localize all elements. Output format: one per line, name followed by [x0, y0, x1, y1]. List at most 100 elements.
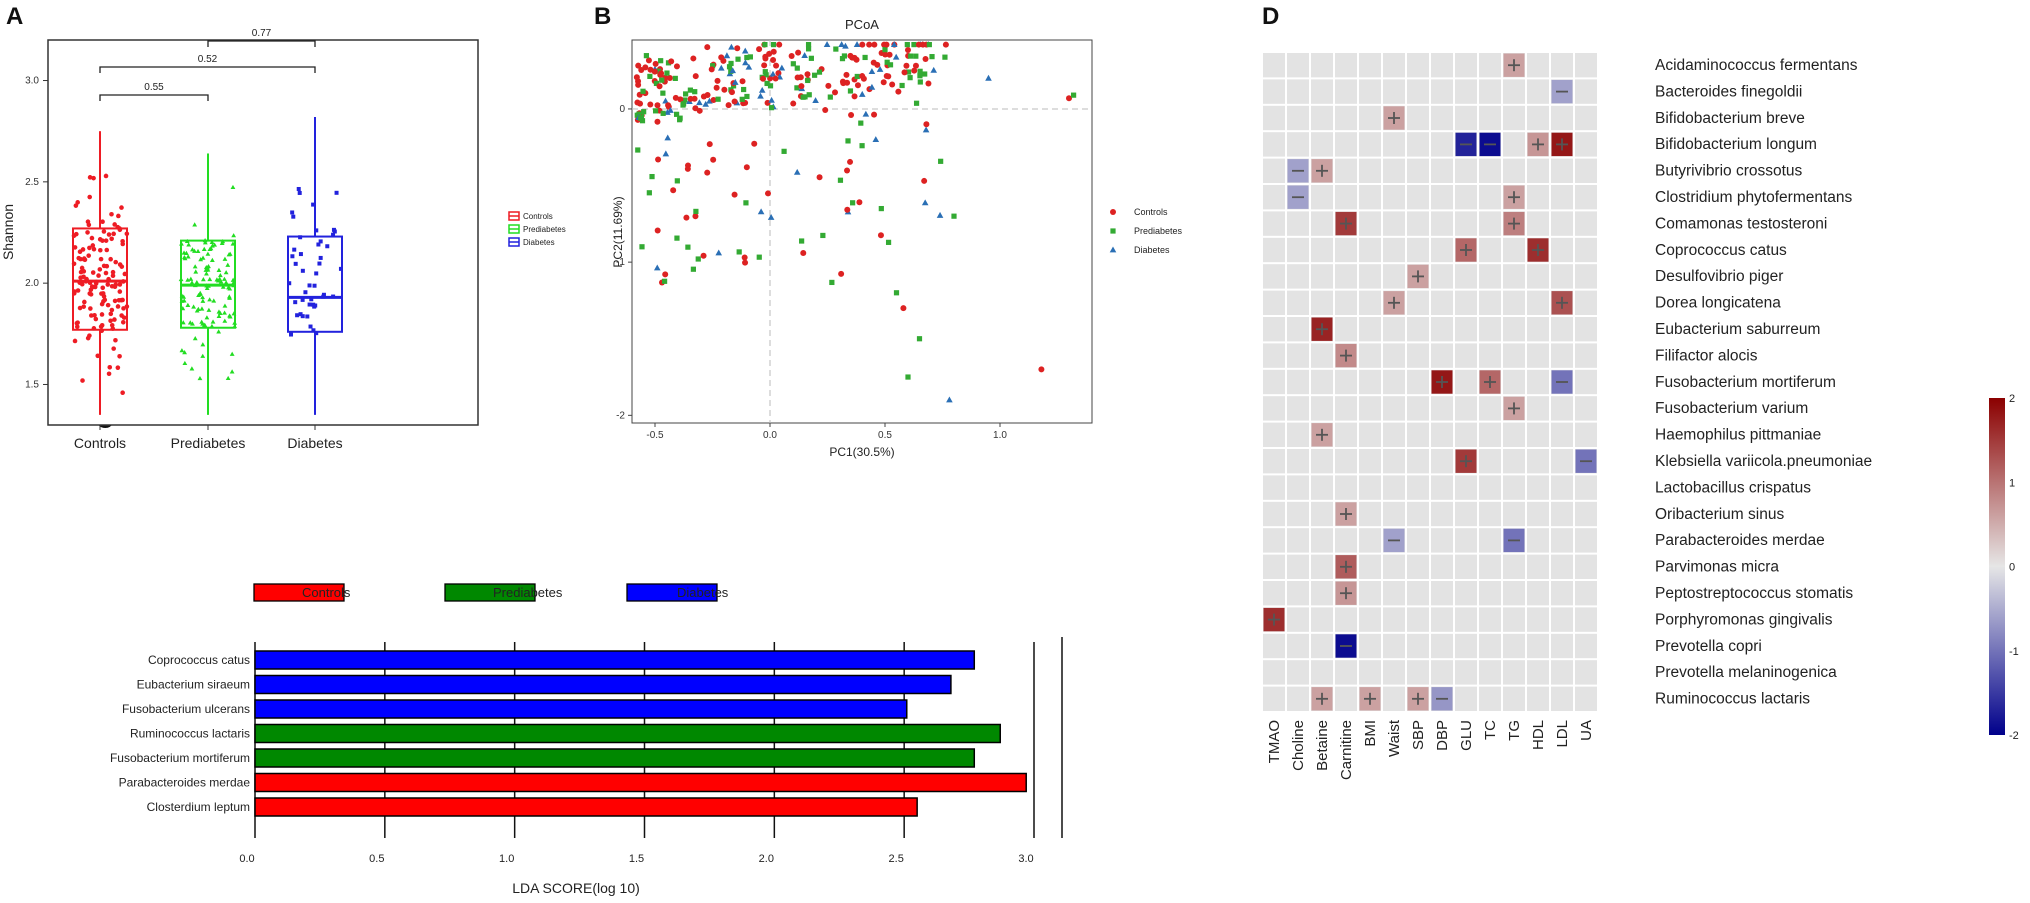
- panel-a-point: [115, 365, 121, 370]
- panel-d-cell: [1527, 317, 1549, 342]
- panel-b-x-tick-label: -0.5: [646, 430, 664, 441]
- panel-b-point-controls: [885, 73, 892, 80]
- panel-a-point: [103, 238, 109, 243]
- panel-d-cell: [1455, 211, 1477, 236]
- panel-d-cell: [1335, 185, 1357, 210]
- panel-b-point-prediabetes: [643, 53, 650, 59]
- panel-a-point: [298, 252, 303, 257]
- panel-d-cell: [1479, 607, 1501, 632]
- panel-b-point-diabetes: [769, 70, 777, 77]
- panel-d-cell: [1263, 475, 1285, 500]
- panel-d-cell: [1287, 607, 1309, 632]
- panel-d-cell: [1551, 343, 1573, 368]
- panel-b-point-prediabetes: [847, 88, 854, 94]
- panel-a-point: [216, 267, 222, 272]
- panel-a-point: [81, 256, 87, 261]
- panel-c-bar-label: Coprococcus catus: [148, 653, 250, 667]
- panel-c-x-tick-label: 2.5: [889, 853, 904, 865]
- panel-a-point: [186, 242, 192, 247]
- panel-d-cell: [1455, 53, 1477, 78]
- panel-b-point-diabetes: [872, 136, 880, 142]
- panel-b-point-controls: [635, 78, 642, 85]
- panel-c-bar-label: Fusobacterium ulcerans: [122, 702, 250, 716]
- panel-a-point: [76, 255, 82, 261]
- panel-b-point-prediabetes: [802, 94, 808, 100]
- panel-a-point: [290, 210, 295, 215]
- panel-a-point: [88, 292, 94, 297]
- panel-b-point-prediabetes: [805, 46, 812, 52]
- panel-b-point-controls: [1066, 95, 1072, 102]
- panel-a-boxplot: Shannon Controls Prediabetes Diabetes 1.5 2…: [0, 28, 566, 451]
- panel-d-cell: [1527, 79, 1549, 104]
- panel-c-legend-label: Controls: [302, 585, 351, 600]
- panel-b-point-prediabetes: [641, 109, 647, 115]
- panel-d-cell: [1527, 686, 1549, 711]
- panel-a-legend-label: Prediabetes: [523, 225, 566, 234]
- panel-d-cell: [1311, 633, 1333, 659]
- panel-b-point-controls: [734, 45, 741, 52]
- panel-b-point-controls: [915, 41, 922, 48]
- panel-d-cell: [1335, 158, 1357, 183]
- panel-b-point-prediabetes: [744, 54, 750, 61]
- panel-b-point-controls: [925, 80, 932, 87]
- panel-b-point-prediabetes: [790, 61, 796, 67]
- panel-b-point-controls: [804, 71, 811, 78]
- panel-a-point: [120, 241, 126, 247]
- panel-a-legend: Controls Prediabetes Diabetes: [508, 211, 566, 247]
- panel-d-cell: [1431, 185, 1453, 210]
- panel-d-cell: [1527, 53, 1549, 78]
- panel-a-point: [99, 301, 105, 307]
- panel-a-point: [331, 294, 336, 299]
- panel-b-point-controls: [637, 100, 644, 107]
- panel-b-point-controls: [687, 95, 694, 102]
- panel-a-point: [312, 283, 317, 288]
- panel-d-cell: [1311, 369, 1333, 395]
- panel-d-cell: [1455, 501, 1477, 527]
- panel-d-cell: [1551, 581, 1573, 606]
- panel-d-cell: [1407, 475, 1429, 500]
- panel-a-point: [83, 279, 89, 284]
- panel-a-point: [102, 297, 108, 303]
- panel-a-point: [115, 304, 121, 309]
- panel-b-point-controls: [773, 62, 780, 69]
- panel-d-row-label: Bifidobacterium longum: [1655, 136, 1817, 153]
- panel-d-colorbar-tick-label: 0: [2009, 562, 2015, 574]
- panel-b-point-controls: [741, 254, 748, 261]
- panel-a-points-prediabetes: [178, 184, 238, 381]
- panel-d-heatmap: 2 1 0 -1 -2 Acidaminococcus fermentans Bacter…: [1262, 52, 2019, 780]
- panel-b-point-controls: [751, 140, 758, 147]
- panel-a-point: [110, 326, 116, 331]
- panel-b-point-diabetes: [838, 41, 845, 47]
- panel-d-cell: [1287, 290, 1309, 315]
- panel-d-cell: [1263, 449, 1285, 474]
- panel-d-column-label: UA: [1578, 720, 1595, 741]
- panel-d-cell: [1263, 317, 1285, 342]
- panel-a-point: [303, 290, 308, 295]
- panel-d-cell: [1479, 633, 1501, 659]
- panel-a-point: [300, 297, 305, 302]
- panel-d-cell: [1407, 528, 1429, 553]
- panel-b-point-prediabetes: [805, 77, 811, 84]
- panel-b-point-controls: [673, 63, 680, 70]
- panel-a-point: [185, 277, 191, 282]
- panel-d-cell: [1383, 53, 1405, 78]
- panel-b-point-diabetes: [936, 211, 944, 218]
- panel-a-point: [85, 335, 91, 341]
- panel-b-point-prediabetes: [677, 117, 683, 123]
- panel-d-column-label: Carnitine: [1338, 720, 1355, 780]
- panel-b-point-prediabetes: [647, 73, 653, 80]
- panel-d-cell: [1359, 449, 1381, 474]
- panel-d-cell: [1359, 237, 1381, 263]
- panel-b-point-prediabetes: [646, 190, 652, 196]
- panel-a-point: [203, 267, 209, 272]
- panel-b-point-diabetes: [723, 52, 731, 59]
- panel-a-point: [95, 353, 101, 359]
- panel-d-cell: [1479, 449, 1501, 474]
- panel-d-cell: [1431, 607, 1453, 632]
- panel-d-colorbar: 2 1 0 -1 -2: [1989, 393, 2019, 742]
- panel-a-point: [99, 291, 104, 296]
- panel-a-point: [192, 264, 198, 269]
- panel-a-point: [311, 328, 316, 333]
- panel-b-point-prediabetes: [735, 56, 741, 62]
- panel-a-point: [200, 294, 205, 300]
